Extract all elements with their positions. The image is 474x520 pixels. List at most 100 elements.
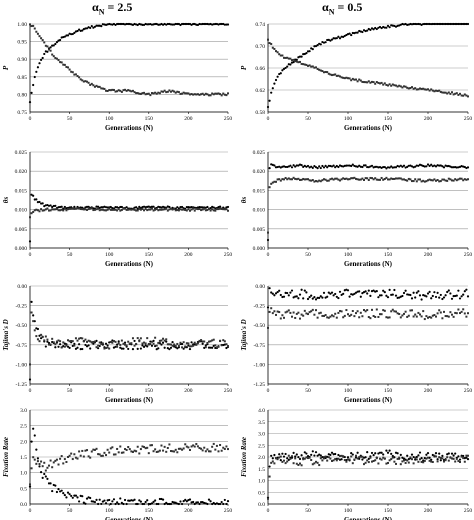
data-point xyxy=(109,205,112,209)
series-1 xyxy=(28,22,230,104)
data-point xyxy=(321,456,324,459)
data-point xyxy=(168,443,171,446)
data-point xyxy=(387,178,389,181)
data-point xyxy=(441,165,444,168)
data-point xyxy=(390,177,393,180)
data-point xyxy=(297,164,300,167)
data-point xyxy=(188,347,192,351)
data-point xyxy=(462,293,465,296)
data-point xyxy=(198,93,201,96)
data-point xyxy=(192,22,195,26)
data-point xyxy=(196,445,199,448)
data-point xyxy=(302,297,305,300)
data-point xyxy=(457,178,460,181)
data-point xyxy=(190,208,193,211)
data-point xyxy=(436,22,439,26)
data-point xyxy=(339,179,341,182)
data-point xyxy=(203,22,206,26)
data-point xyxy=(165,207,168,210)
data-point xyxy=(316,43,319,47)
data-point xyxy=(457,289,460,292)
data-point xyxy=(355,78,357,81)
data-point xyxy=(292,61,295,64)
data-point xyxy=(300,454,303,457)
data-point xyxy=(307,64,309,67)
data-point xyxy=(87,339,90,342)
data-point xyxy=(374,452,377,455)
data-point xyxy=(374,82,377,85)
data-point xyxy=(98,85,101,88)
data-point xyxy=(316,180,319,183)
x-tick-label: 250 xyxy=(224,388,233,394)
data-point xyxy=(165,338,168,341)
data-point xyxy=(158,449,161,452)
y-axis-label: Fixation Rate xyxy=(240,437,248,477)
data-point xyxy=(209,94,212,97)
data-point xyxy=(435,315,437,318)
data-point xyxy=(39,58,43,61)
data-point xyxy=(162,337,165,340)
data-point xyxy=(313,454,316,457)
data-point xyxy=(166,502,169,506)
data-point xyxy=(52,461,55,464)
data-point xyxy=(92,340,95,343)
data-point xyxy=(430,88,433,91)
data-point xyxy=(414,165,417,168)
data-point xyxy=(401,314,404,317)
data-point xyxy=(348,32,351,35)
data-point xyxy=(70,70,73,73)
data-point xyxy=(436,90,439,93)
data-point xyxy=(81,79,84,82)
data-point xyxy=(339,75,341,78)
data-point xyxy=(41,336,44,339)
data-point xyxy=(340,293,343,296)
data-point xyxy=(323,71,325,74)
data-point xyxy=(449,456,452,459)
data-point xyxy=(98,341,101,344)
data-point xyxy=(438,180,441,183)
data-point xyxy=(29,23,31,26)
data-point xyxy=(366,29,369,32)
data-point xyxy=(283,316,285,319)
data-point xyxy=(351,310,354,313)
data-point xyxy=(428,89,431,92)
data-point xyxy=(462,308,465,311)
data-point xyxy=(463,22,466,26)
data-point xyxy=(182,447,185,450)
data-point xyxy=(321,296,324,299)
data-point xyxy=(324,178,327,181)
data-point xyxy=(135,92,138,95)
data-point xyxy=(284,176,287,179)
data-point xyxy=(452,93,455,96)
data-point xyxy=(401,460,404,463)
x-tick-label: 200 xyxy=(424,508,433,514)
data-point xyxy=(316,296,319,299)
data-point xyxy=(195,23,198,26)
data-point xyxy=(278,178,281,181)
data-point xyxy=(374,26,377,30)
data-point xyxy=(89,26,92,30)
y-tick-label: 0.95 xyxy=(17,40,27,46)
data-point xyxy=(298,55,302,58)
data-point xyxy=(299,60,301,63)
data-point xyxy=(423,22,426,26)
data-point xyxy=(90,450,93,453)
data-point xyxy=(343,455,346,459)
data-point xyxy=(108,207,111,210)
data-point xyxy=(327,316,330,319)
data-point xyxy=(382,309,385,312)
data-point xyxy=(364,164,367,167)
data-point xyxy=(168,502,171,506)
data-point xyxy=(279,54,282,57)
y-tick-label: -0.75 xyxy=(16,343,28,349)
data-point xyxy=(279,293,282,297)
data-point xyxy=(457,460,460,463)
data-point xyxy=(411,86,413,89)
data-point xyxy=(356,31,359,34)
data-point xyxy=(284,66,287,70)
data-point xyxy=(351,453,354,456)
data-point xyxy=(283,56,285,59)
data-point xyxy=(63,205,66,209)
data-point xyxy=(60,489,63,492)
data-point xyxy=(342,316,345,319)
